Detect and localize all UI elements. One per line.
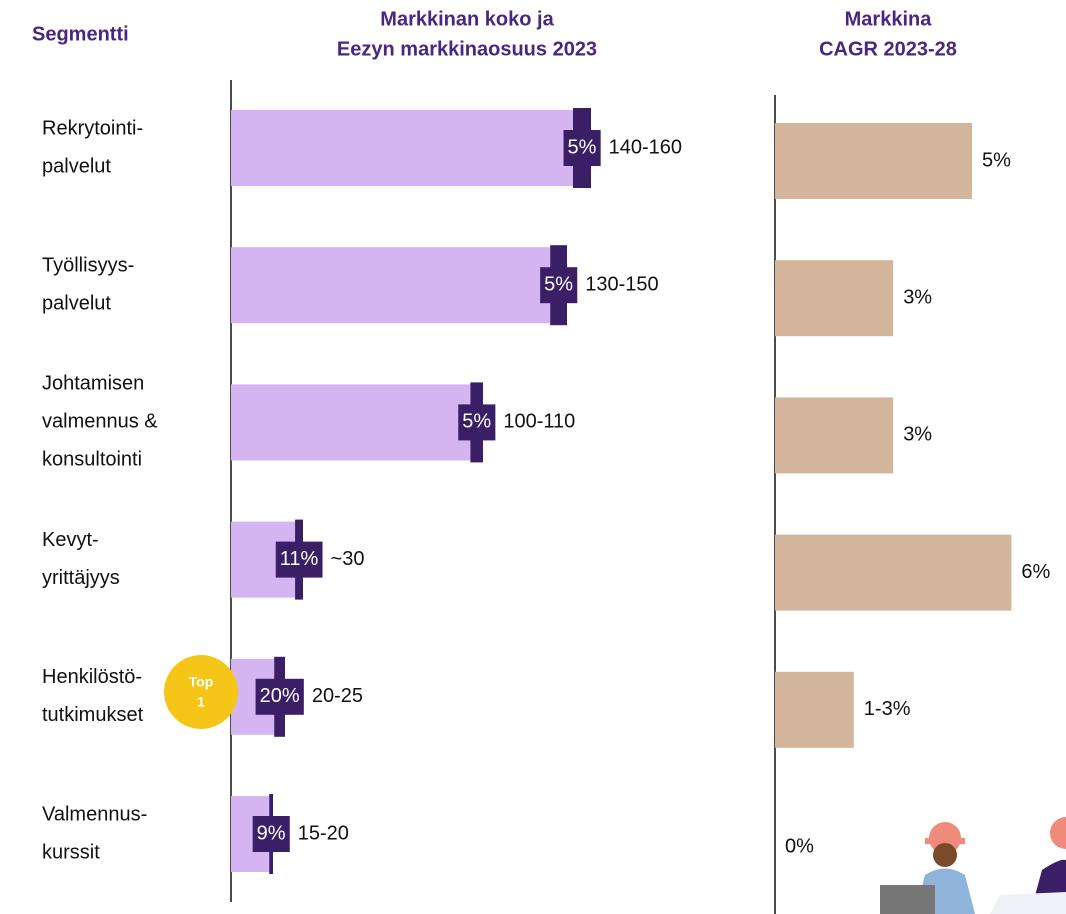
- category-label: Rekrytointi-: [42, 117, 143, 139]
- panel-title: CAGR 2023-28: [819, 38, 957, 60]
- cagr-bar: [775, 671, 854, 748]
- category-header: Segmentti: [32, 23, 129, 45]
- category-label: yrittäjyys: [42, 567, 120, 589]
- category-label: Henkilöstö-: [42, 666, 142, 688]
- cagr-bar: [775, 260, 894, 337]
- category-label: kurssit: [42, 841, 100, 863]
- share-label-bg: [275, 541, 323, 578]
- value-label: 3%: [903, 286, 932, 308]
- value-label: ~30: [331, 548, 365, 570]
- share-label-bg: [563, 130, 601, 166]
- market-bar: [231, 384, 471, 461]
- value-label: 5%: [982, 149, 1011, 171]
- category-label: tutkimukset: [42, 704, 144, 726]
- value-label: 3%: [903, 424, 932, 446]
- value-label: 15-20: [298, 822, 349, 844]
- share-label: 11%: [280, 548, 319, 570]
- panel-title: Markkina: [845, 8, 933, 30]
- value-label: 20-25: [312, 685, 363, 707]
- share-label: 9%: [257, 822, 286, 844]
- share-label-bg: [252, 816, 290, 852]
- share-label-bg: [540, 267, 578, 304]
- category-label: Työllisyys-: [42, 254, 134, 276]
- cagr-bar: [775, 534, 1012, 611]
- value-label: 6%: [1021, 561, 1050, 583]
- category-label: Valmennus-: [42, 803, 147, 825]
- value-label: 1-3%: [864, 698, 911, 720]
- value-label: 100-110: [503, 411, 575, 433]
- panel-title: Eezyn markkinaosuus 2023: [337, 38, 597, 60]
- illustration: [880, 817, 1066, 914]
- value-label: 130-150: [585, 273, 658, 295]
- category-label: konsultointi: [42, 449, 142, 471]
- share-label: 5%: [568, 136, 597, 158]
- share-label: 5%: [544, 273, 573, 295]
- category-label: Kevyt-: [42, 529, 99, 551]
- value-label: 0%: [785, 835, 814, 857]
- market-bar: [231, 110, 573, 186]
- category-label: valmennus &: [42, 411, 158, 433]
- cagr-bar: [775, 397, 894, 474]
- category-label: palvelut: [42, 292, 111, 314]
- market-bar: [231, 247, 551, 324]
- share-label-bg: [458, 404, 496, 441]
- category-label: Johtamisen: [42, 373, 144, 395]
- share-label: 20%: [260, 685, 300, 707]
- share-label-bg: [255, 678, 304, 715]
- badge: [164, 655, 238, 729]
- share-label: 5%: [462, 411, 491, 433]
- panel-title: Markkinan koko ja: [380, 8, 554, 30]
- cagr-bar: [775, 123, 972, 199]
- badge-label: 1: [197, 694, 205, 710]
- badge-label: Top: [189, 674, 214, 690]
- value-label: 140-160: [609, 136, 682, 158]
- category-label: palvelut: [42, 155, 111, 177]
